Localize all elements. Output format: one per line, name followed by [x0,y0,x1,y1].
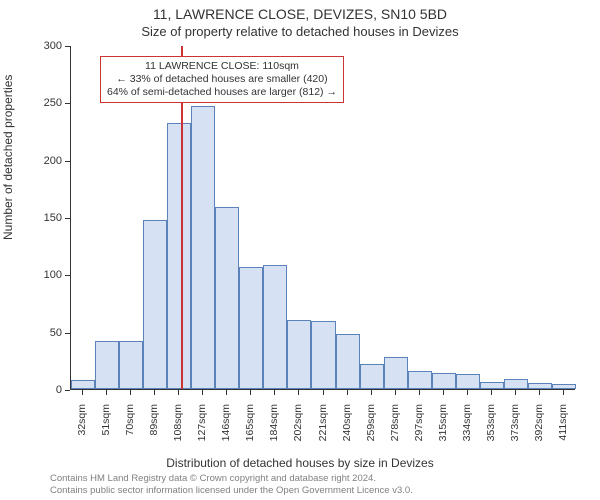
histogram-bar [119,341,143,389]
x-tick-label: 411sqm [557,404,569,441]
x-tick-label: 89sqm [148,404,160,436]
x-tick-mark [395,390,396,395]
histogram-bar [311,321,335,389]
x-tick-label: 297sqm [413,404,425,441]
y-tick-label: 200 [44,155,62,167]
x-tick-label: 51sqm [100,404,112,436]
x-tick-mark [563,390,564,395]
y-tick-label: 0 [56,384,62,396]
x-tick-label: 278sqm [389,404,401,441]
x-tick-label: 202sqm [292,404,304,441]
histogram-bar [504,379,528,389]
x-tick-mark [443,390,444,395]
x-tick-mark [323,390,324,395]
x-tick-mark [82,390,83,395]
histogram-bar [360,364,384,389]
histogram-bar [167,123,191,389]
y-tick-label: 300 [44,40,62,52]
x-tick-label: 108sqm [172,404,184,441]
x-tick-label: 259sqm [365,404,377,441]
y-axis-label: Number of detached properties [1,75,15,240]
histogram-bar [143,220,167,389]
x-tick-mark [467,390,468,395]
x-axis-label: Distribution of detached houses by size … [0,456,600,470]
reference-annotation: 11 LAWRENCE CLOSE: 110sqm ← 33% of detac… [100,56,344,103]
chart-container: 11, LAWRENCE CLOSE, DEVIZES, SN10 5BD Si… [0,0,600,500]
annotation-line-2: ← 33% of detached houses are smaller (42… [107,73,337,86]
x-tick-label: 334sqm [461,404,473,441]
x-tick-mark [371,390,372,395]
histogram-bar [287,320,311,389]
x-tick-mark [154,390,155,395]
y-tick-label: 50 [50,327,62,339]
x-tick-label: 373sqm [509,404,521,441]
histogram-bar [456,374,480,389]
x-tick-mark [274,390,275,395]
x-tick-mark [226,390,227,395]
y-tick-mark [65,275,70,276]
x-tick-label: 353sqm [485,404,497,441]
x-tick-label: 184sqm [268,404,280,441]
y-tick-mark [65,218,70,219]
x-tick-label: 240sqm [341,404,353,441]
histogram-bar [263,265,287,389]
chart-title: 11, LAWRENCE CLOSE, DEVIZES, SN10 5BD [0,6,600,22]
histogram-bar [191,106,215,389]
x-tick-mark [515,390,516,395]
y-tick-mark [65,333,70,334]
histogram-bar [480,382,504,389]
x-tick-mark [178,390,179,395]
x-tick-mark [106,390,107,395]
histogram-bar [432,373,456,389]
x-tick-mark [130,390,131,395]
x-tick-mark [539,390,540,395]
x-tick-mark [202,390,203,395]
y-tick-mark [65,390,70,391]
y-tick-label: 250 [44,97,62,109]
histogram-bar [384,357,408,389]
histogram-bar [239,267,263,389]
histogram-bar [408,371,432,389]
x-tick-label: 32sqm [76,404,88,436]
histogram-bar [552,384,576,389]
x-tick-mark [250,390,251,395]
attribution-text: Contains HM Land Registry data © Crown c… [50,473,413,496]
histogram-bar [71,380,95,389]
histogram-bar [215,207,239,389]
annotation-line-3: 64% of semi-detached houses are larger (… [107,86,337,99]
histogram-bar [528,383,552,389]
x-tick-mark [298,390,299,395]
chart-subtitle: Size of property relative to detached ho… [0,24,600,39]
x-tick-mark [491,390,492,395]
attribution-line-1: Contains HM Land Registry data © Crown c… [50,473,413,484]
histogram-bar [95,341,119,389]
x-tick-label: 392sqm [533,404,545,441]
x-tick-label: 221sqm [317,404,329,441]
x-tick-mark [347,390,348,395]
x-tick-mark [419,390,420,395]
x-tick-label: 146sqm [220,404,232,441]
y-tick-mark [65,161,70,162]
y-tick-mark [65,46,70,47]
attribution-line-2: Contains public sector information licen… [50,485,413,496]
x-tick-label: 315sqm [437,404,449,441]
y-tick-label: 150 [44,212,62,224]
x-tick-label: 127sqm [196,404,208,441]
histogram-bar [336,334,360,389]
y-tick-label: 100 [44,269,62,281]
y-tick-mark [65,103,70,104]
annotation-line-1: 11 LAWRENCE CLOSE: 110sqm [107,60,337,73]
x-tick-label: 165sqm [244,404,256,441]
x-tick-label: 70sqm [124,404,136,436]
